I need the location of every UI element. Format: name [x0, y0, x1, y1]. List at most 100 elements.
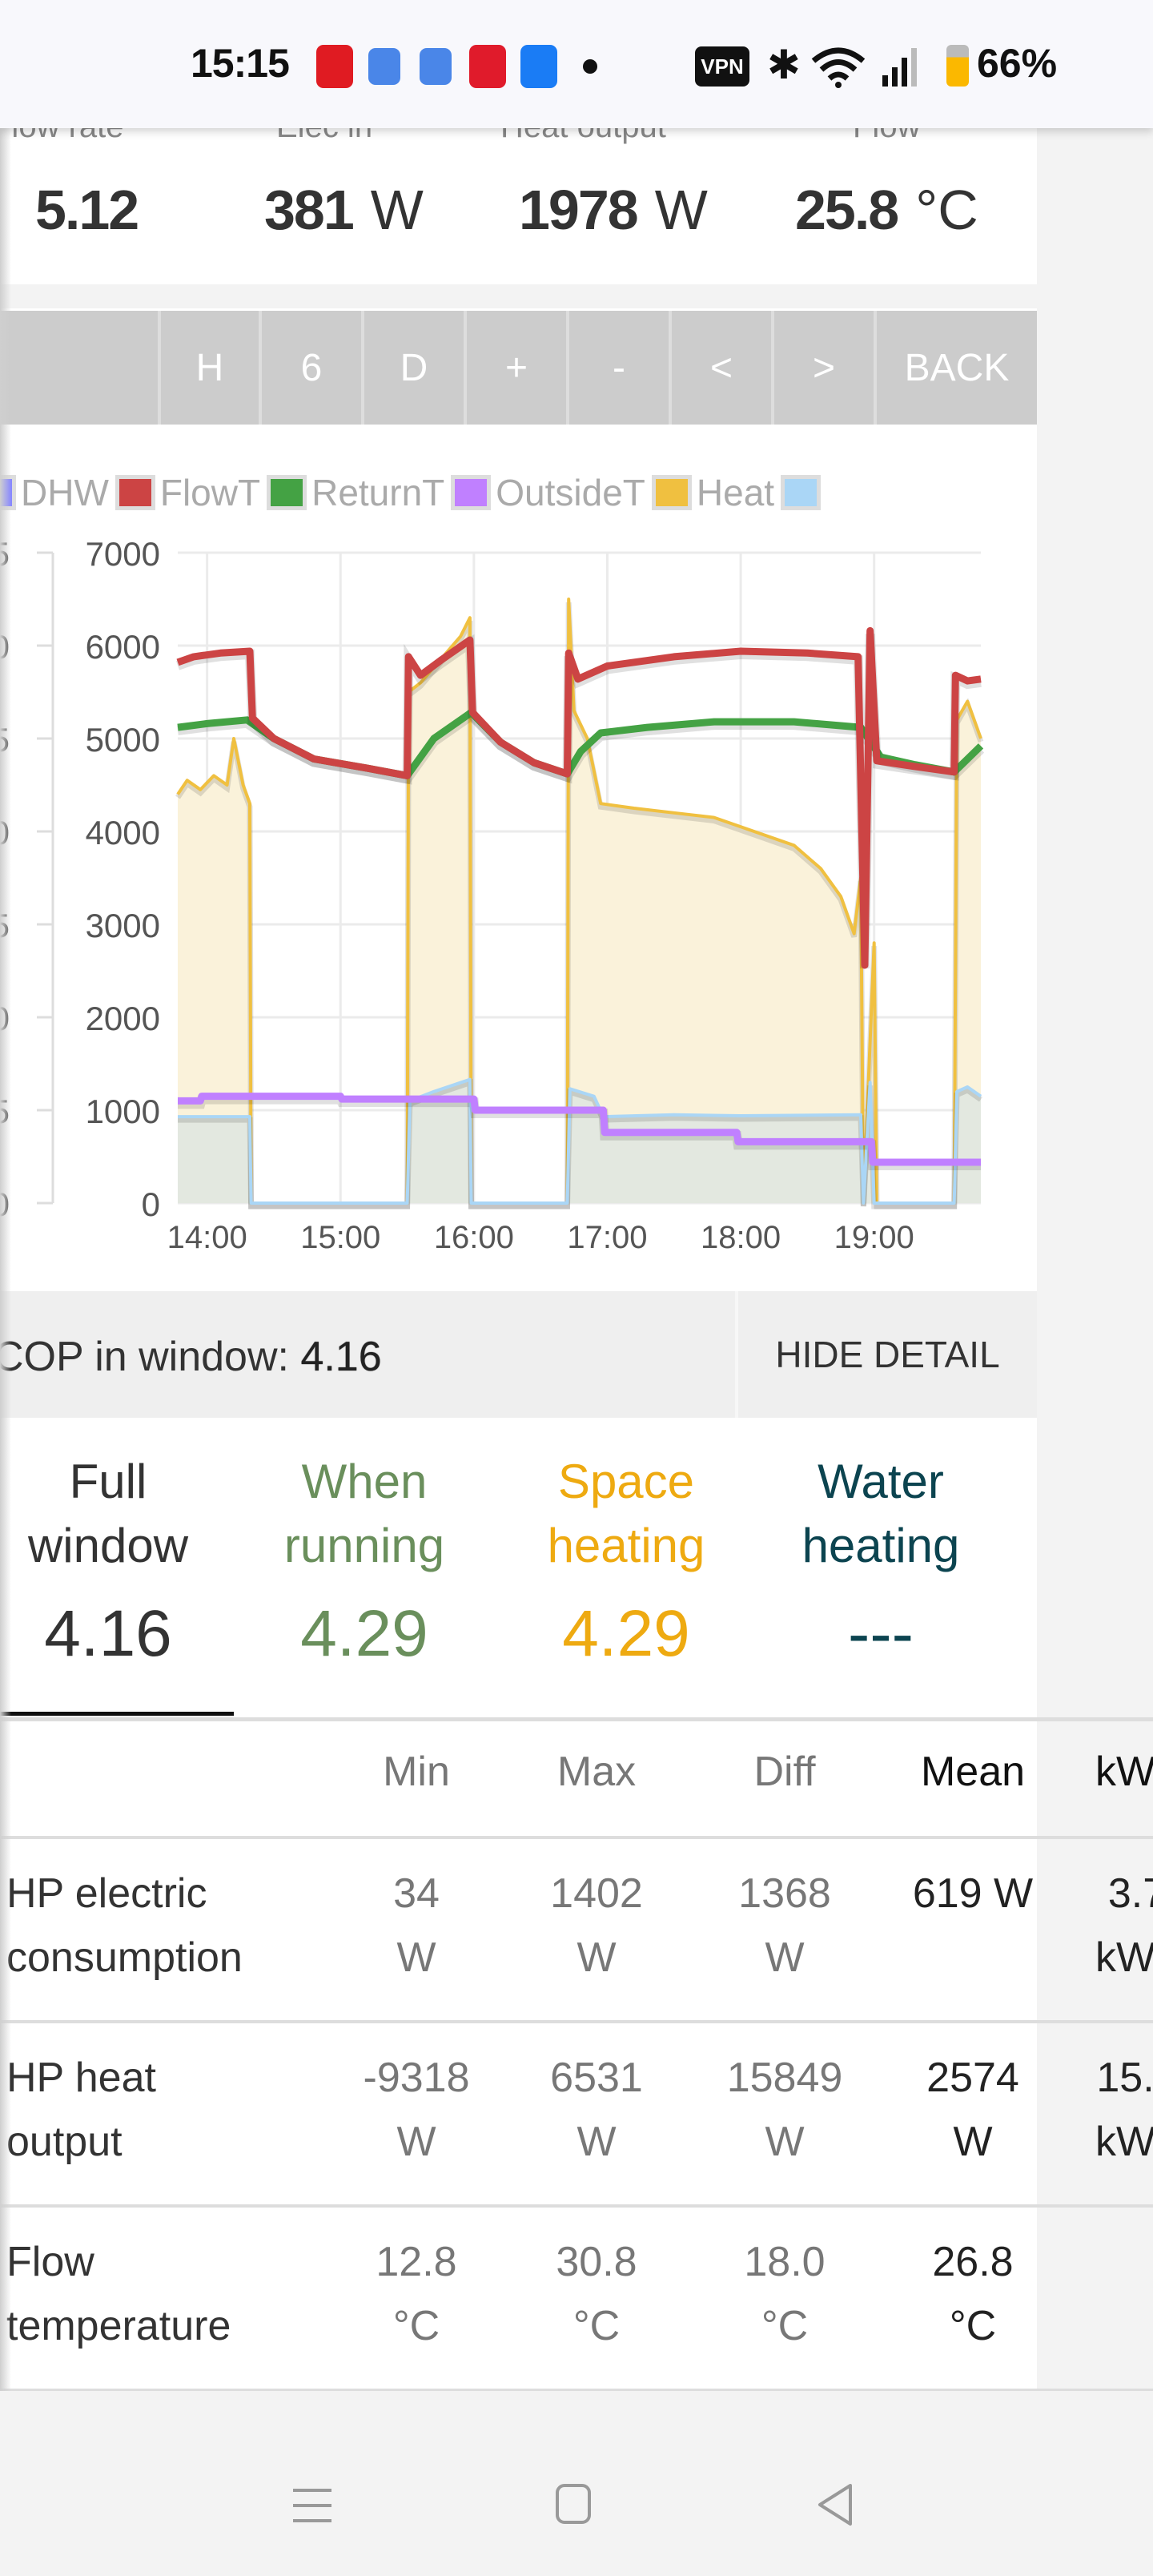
row-name: Flow temperature — [6, 2230, 375, 2358]
cell-mean: 2574 W — [885, 2046, 1061, 2174]
cell-unit: W — [765, 2119, 805, 2165]
cop-tab-label-1: When — [301, 1455, 428, 1508]
row-name: HP heat output — [6, 2046, 375, 2174]
series-line-outsidet — [178, 1093, 981, 1166]
y-tick-label: 1000 — [86, 1093, 160, 1130]
table-header: Max — [556, 1749, 637, 1795]
divider — [0, 284, 1037, 308]
cop-bar: COP in window: 4.16 — [0, 1291, 1037, 1418]
cell-value: -9318 — [363, 2055, 470, 2101]
news-app-icon — [368, 48, 400, 85]
legend-item[interactable]: Heat — [651, 471, 774, 514]
x-tick-label: 17:00 — [567, 1220, 647, 1255]
cell-max: 1402 W — [508, 1862, 685, 1990]
stat-elec-unit: W — [370, 179, 424, 241]
day-button[interactable]: D — [361, 311, 464, 425]
cop-tab-label-2: heating — [547, 1519, 705, 1572]
cell-min: 12.8 °C — [328, 2230, 504, 2358]
x-tick-label: 19:00 — [834, 1220, 914, 1255]
menu-icon[interactable] — [290, 2485, 335, 2526]
series-line-flowt — [176, 626, 982, 969]
legend-item[interactable]: DHW — [0, 471, 109, 514]
row-name-line: consumption — [6, 1934, 243, 1981]
row-divider — [0, 1836, 1153, 1839]
table-row: HP heat output -9318 W 6531 W 15849 W 2574 W 15.4 k… — [0, 2023, 1153, 2206]
cop-tab-value: 4.16 — [44, 1597, 172, 1670]
cell-max: 30.8 °C — [508, 2230, 685, 2358]
legend-item[interactable]: FlowT — [114, 471, 260, 514]
hide-detail-button[interactable]: HIDE DETAIL — [735, 1291, 1037, 1418]
row-name-line: Flow — [6, 2239, 94, 2285]
bank-app-icon — [316, 45, 353, 88]
stat-cop-value: 5.12 — [35, 179, 139, 241]
y-tick-label: 2000 — [86, 1000, 160, 1037]
cop-tab[interactable]: Space heating 4.29 — [494, 1450, 758, 1670]
cell-value: 12.8 — [376, 2239, 457, 2285]
y-tick-label: 3000 — [86, 907, 160, 944]
legend-item[interactable] — [781, 475, 826, 510]
row-divider — [0, 2020, 1153, 2023]
stat-heat-value: 1978 — [519, 179, 639, 241]
toolbar-blank — [0, 311, 158, 425]
legend-swatch — [267, 475, 307, 510]
cell-kwh: 15.4 kWh — [1049, 2046, 1153, 2174]
stat-flow-temp-unit: °C — [915, 179, 978, 241]
cell-value: 15.4 — [1096, 2055, 1153, 2101]
row-name: HP electric consumption — [6, 1862, 375, 1990]
row-name-line: HP heat — [6, 2055, 156, 2101]
zoom-out-button[interactable]: - — [566, 311, 669, 425]
cell-value: 30.8 — [556, 2239, 637, 2285]
cop-tab[interactable]: When running 4.29 — [232, 1450, 496, 1667]
back-icon[interactable] — [815, 2482, 855, 2527]
stat-flow-temp-value: 25.8 — [795, 179, 899, 241]
y-tick-label: 5000 — [86, 721, 160, 759]
legend-label: OutsideT — [496, 472, 645, 513]
cop-tab[interactable]: Water heating --- — [749, 1450, 1013, 1670]
active-tab-underline — [0, 1712, 234, 1716]
cell-unit: W — [953, 2119, 993, 2165]
shield-app-icon — [469, 45, 506, 88]
legend-label: DHW — [21, 472, 109, 513]
cell-unit: °C — [392, 2303, 440, 2349]
series-line-elec — [178, 1077, 982, 1205]
cop-tab-value: 4.29 — [562, 1597, 690, 1670]
cell-unit: °C — [949, 2303, 997, 2349]
cell-kwh: 3.7 kWh — [1049, 1862, 1153, 1990]
cop-tab-value: --- — [848, 1597, 914, 1670]
cell-unit: W — [765, 1934, 805, 1981]
cop-tab[interactable]: Full window 4.16 — [0, 1450, 240, 1670]
status-time: 15:15 — [191, 41, 290, 86]
chart: 0010005200010300015400020500025600030700… — [0, 535, 985, 1255]
cell-unit: W — [396, 1934, 436, 1981]
legend-item[interactable]: ReturnT — [267, 471, 444, 514]
cell-unit: W — [396, 2119, 436, 2165]
legend-label: ReturnT — [311, 472, 445, 513]
legend-swatch — [781, 475, 822, 510]
series-fill-heat — [178, 599, 981, 1203]
battery-percent: 66% — [977, 41, 1058, 86]
cell-min: -9318 W — [328, 2046, 504, 2174]
stat-flow-temp: 25.8 °C — [795, 178, 978, 242]
vpn-icon: VPN — [695, 46, 749, 87]
table-header: Diff — [753, 1749, 816, 1795]
zoom-in-button[interactable]: + — [464, 311, 566, 425]
hour-button[interactable]: H — [158, 311, 259, 425]
stat-elec-value: 381 — [264, 179, 355, 241]
more-notifications-dot-icon — [583, 59, 597, 74]
cell-value: 619 W — [912, 1870, 1034, 1917]
cop-window-value: 4.16 — [300, 1334, 382, 1380]
cell-kwh — [1049, 2230, 1153, 2294]
back-button[interactable]: BACK — [874, 311, 1037, 425]
pan-right-button[interactable]: > — [771, 311, 874, 425]
signal-icon — [882, 48, 917, 87]
legend-item[interactable]: OutsideT — [451, 471, 645, 514]
cop-tab-label-2: heating — [801, 1519, 960, 1572]
cell-mean: 619 W — [885, 1862, 1061, 1926]
cell-unit: W — [576, 1934, 617, 1981]
home-icon[interactable] — [554, 2482, 594, 2527]
news-app-icon-2 — [420, 48, 452, 85]
status-bar: 15:15 VPN ✱ 66% — [0, 0, 1153, 128]
six-hours-button[interactable]: 6 — [259, 311, 361, 425]
pan-left-button[interactable]: < — [669, 311, 771, 425]
y-tick-label: 7000 — [86, 535, 160, 573]
